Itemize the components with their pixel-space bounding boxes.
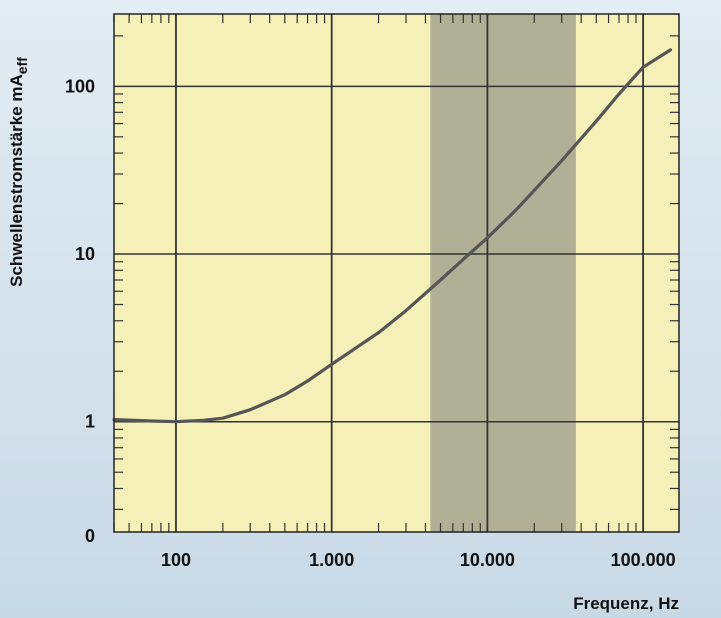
shaded-frequency-band <box>430 14 576 532</box>
y-axis-title-sub: eff <box>14 57 30 74</box>
y-tick-label-zero: 0 <box>85 526 95 546</box>
x-tick-label: 100.000 <box>611 550 676 570</box>
y-tick-label: 100 <box>65 76 95 96</box>
y-axis-title: Schwellenstromstärke mAeff <box>7 57 30 287</box>
x-axis-title: Frequenz, Hz <box>573 594 679 613</box>
y-tick-label: 10 <box>75 244 95 264</box>
plot-frame <box>113 13 680 533</box>
plot-background <box>114 14 679 532</box>
x-tick-label: 100 <box>161 550 191 570</box>
y-axis-title-main: Schwellenstromstärke mA <box>7 74 26 287</box>
y-tick-label: 1 <box>85 412 95 432</box>
x-tick-label: 10.000 <box>460 550 515 570</box>
x-tick-label: 1.000 <box>309 550 354 570</box>
threshold-curve-0 <box>112 48 673 424</box>
